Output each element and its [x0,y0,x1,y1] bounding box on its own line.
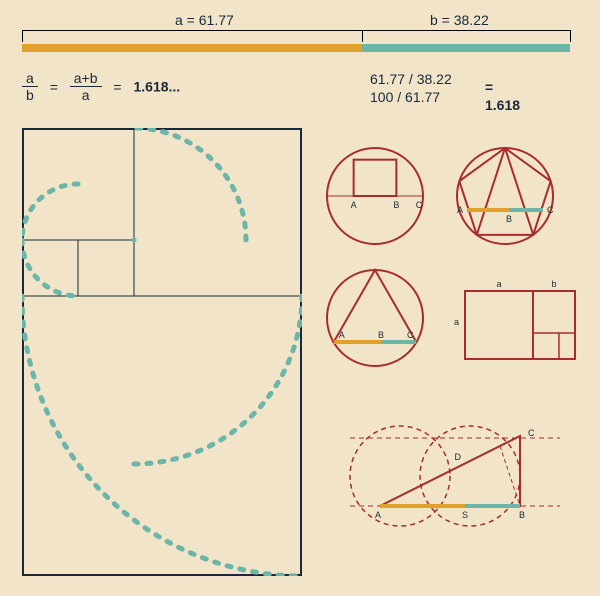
svg-text:S: S [462,510,468,520]
svg-text:B: B [393,200,399,210]
svg-text:a: a [454,317,459,327]
svg-text:C: C [407,330,414,340]
equation-left: a b = a+b a = 1.618... [22,70,180,103]
svg-text:b: b [551,279,556,289]
golden-spiral [22,128,302,576]
equation-right: 61.77 / 38.22 100 / 61.77 = 1.618 [370,70,452,106]
svg-text:a: a [496,279,501,289]
fraction-abb: a+b a [70,70,102,103]
svg-text:A: A [351,200,357,210]
label-b: b = 38.22 [430,12,489,28]
svg-text:C: C [416,200,423,210]
svg-text:A: A [457,205,463,215]
label-a: a = 61.77 [175,12,234,28]
svg-text:C: C [528,428,535,438]
svg-text:A: A [339,330,345,340]
phi-value: 1.618... [133,79,180,95]
svg-text:A: A [375,510,381,520]
svg-text:C: C [547,205,554,215]
bar-b [362,44,570,52]
svg-text:B: B [378,330,384,340]
bar-a [22,44,362,52]
svg-text:B: B [506,214,512,224]
svg-text:B: B [519,510,525,520]
fraction-ab: a b [22,70,38,103]
svg-text:D: D [455,452,462,462]
geometry-diagrams: A B C A B C A B Ca b a A S B C D [320,146,590,566]
